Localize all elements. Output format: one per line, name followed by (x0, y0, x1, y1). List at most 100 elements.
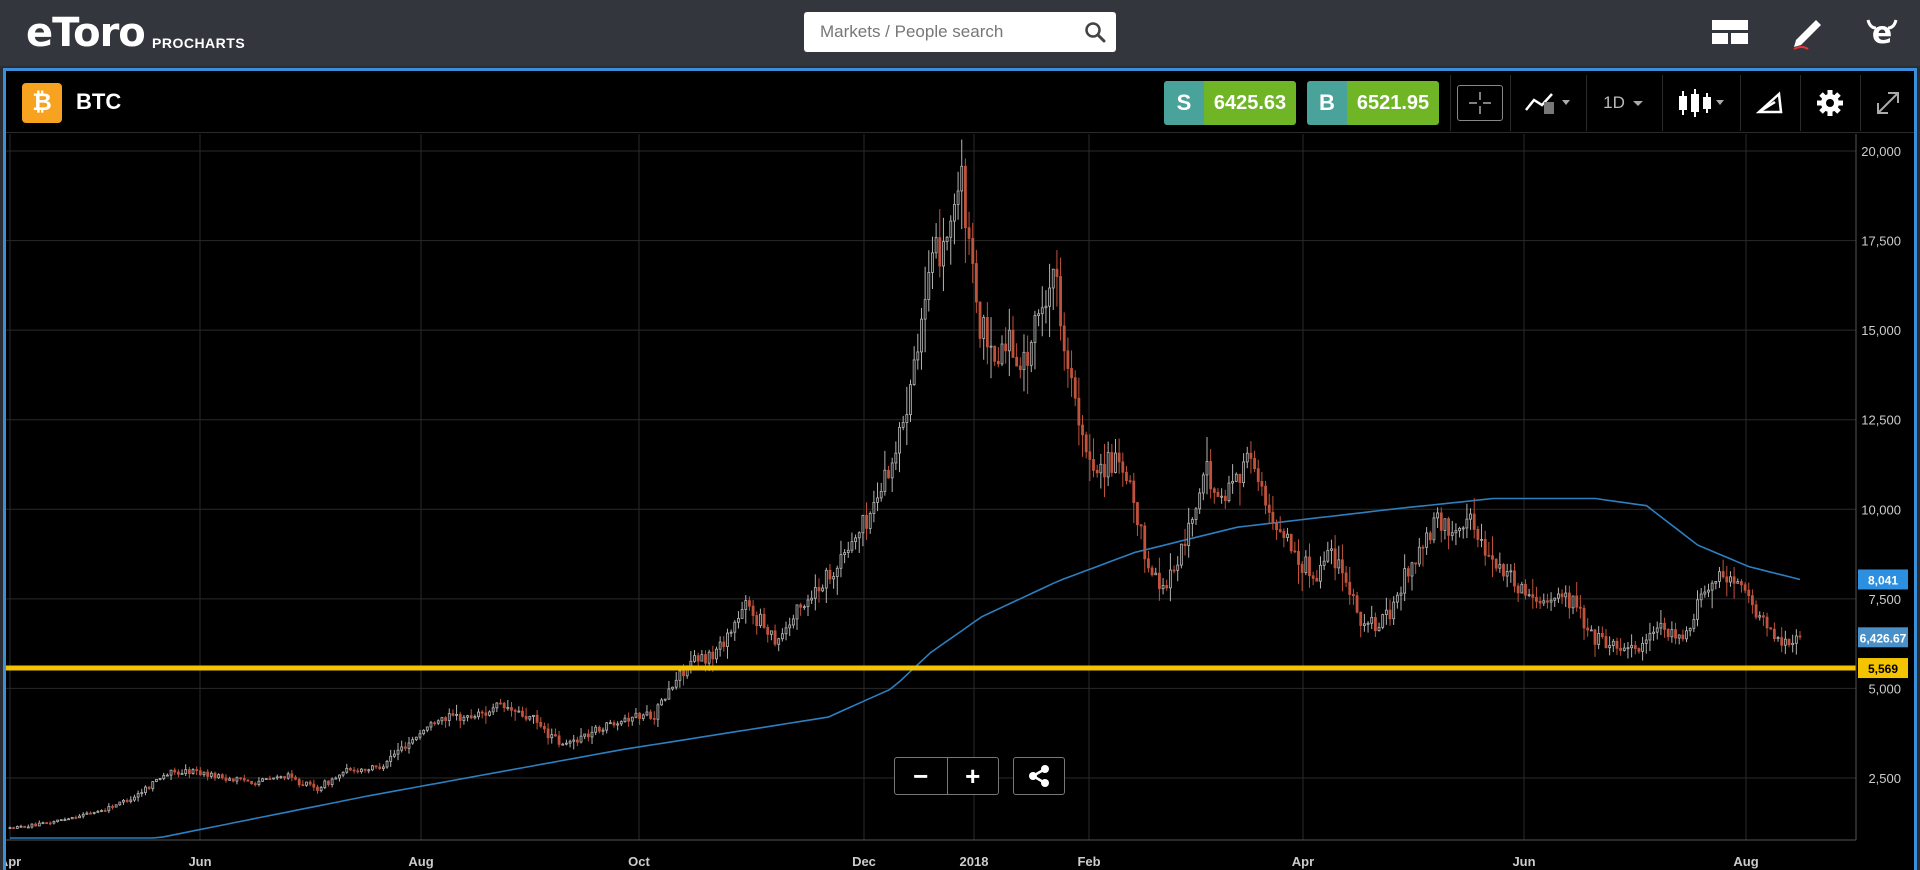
etoro-bull-icon[interactable]: e (1862, 12, 1902, 52)
candle-body (480, 711, 484, 714)
candle-body (1604, 636, 1608, 649)
buy-button[interactable]: B 6521.95 (1307, 81, 1439, 125)
candle-body (45, 822, 49, 825)
candle-body (532, 714, 535, 717)
candle-body (905, 414, 909, 423)
candle-body (887, 469, 890, 479)
candle-body (751, 605, 755, 616)
chevron-down-icon (1632, 101, 1643, 106)
candle-body (1751, 595, 1754, 606)
candle-body (1399, 592, 1403, 596)
candle-body (12, 827, 16, 830)
candle-body (967, 227, 971, 239)
candle-body (1403, 568, 1407, 594)
share-button[interactable] (1013, 757, 1065, 795)
candle-body (1040, 307, 1044, 315)
candle-body (535, 714, 539, 723)
candle-body (565, 742, 568, 745)
candle-body (1136, 502, 1139, 526)
candle-body (934, 237, 938, 254)
candle-body (1699, 593, 1703, 601)
price-chart[interactable]: 2,500 5,000 7,500 10,000 12,500 15,000 17,500 2… (6, 134, 1914, 870)
candle-body (1428, 532, 1432, 541)
chart-grid (6, 134, 1856, 840)
candle-body (48, 822, 52, 825)
candle-body (1198, 492, 1202, 510)
etoro-logo[interactable]: eToro (26, 10, 146, 56)
candle-body (1648, 633, 1652, 641)
search-icon[interactable] (1084, 21, 1106, 43)
pencil-icon[interactable] (1788, 12, 1828, 52)
indicators-button[interactable] (1520, 81, 1576, 125)
candle-body (414, 736, 418, 741)
candle-body (1553, 597, 1557, 601)
interval-dropdown[interactable]: 1D (1596, 81, 1652, 125)
crosshair-button[interactable] (1457, 85, 1503, 121)
candle-body (1139, 524, 1143, 527)
candle-body (1703, 591, 1707, 595)
candle-body (1425, 532, 1429, 548)
zoom-out-button[interactable]: − (913, 761, 929, 791)
search-input[interactable] (804, 12, 1074, 52)
candle-body (857, 532, 861, 539)
search-box[interactable] (804, 12, 1116, 52)
candle-body (813, 587, 817, 599)
candle-body (1286, 533, 1289, 538)
candle-body (835, 567, 839, 577)
candle-body (272, 777, 275, 780)
layout-icon[interactable] (1710, 12, 1750, 52)
candle-body (1652, 631, 1655, 634)
candle-body (1732, 576, 1736, 584)
candle-body (1022, 351, 1026, 371)
candle-body (495, 702, 499, 709)
toolbar-divider (1510, 75, 1511, 131)
candle-body (953, 204, 956, 222)
bitcoin-icon: ₿ (22, 83, 62, 123)
candle-body (392, 753, 396, 757)
candle-body (949, 220, 953, 238)
candle-body (982, 317, 986, 339)
candle-body (187, 769, 191, 774)
candle-body (1794, 635, 1798, 644)
candle-body (330, 778, 334, 785)
candle-body (1395, 594, 1399, 603)
candle-body (1696, 599, 1699, 620)
candle-body (616, 723, 620, 726)
candle-body (971, 237, 975, 264)
candle-body (349, 767, 352, 771)
candle-body (1311, 575, 1315, 579)
candle-body (1531, 594, 1535, 598)
candle-body (209, 772, 213, 777)
candle-body (85, 812, 89, 815)
candle-body (37, 822, 41, 827)
buy-label: B (1307, 81, 1347, 125)
candle-body (1421, 546, 1425, 549)
candle-body (704, 654, 707, 664)
fullscreen-button[interactable] (1866, 81, 1910, 125)
candle-body (103, 810, 107, 812)
candle-body (652, 718, 656, 720)
candle-body (832, 576, 836, 580)
candle-body (341, 771, 345, 776)
zoom-in-button[interactable]: + (946, 758, 999, 794)
candle-body (1454, 530, 1458, 534)
candle-body (198, 770, 202, 776)
settings-button[interactable] (1806, 81, 1854, 125)
sell-price: 6425.63 (1204, 81, 1296, 125)
candle-body (180, 773, 184, 775)
candle-body (1209, 461, 1213, 490)
sell-button[interactable]: S 6425.63 (1164, 81, 1296, 125)
candle-body (963, 165, 967, 229)
candle-body (1088, 451, 1092, 460)
candle-body (488, 711, 491, 716)
candle-body (477, 711, 480, 718)
candle-body (26, 826, 30, 829)
candle-body (1582, 607, 1586, 629)
candle-body (356, 770, 360, 773)
candle-body (1622, 647, 1626, 651)
drawing-tools-button[interactable] (1746, 81, 1794, 125)
candle-body (294, 776, 297, 780)
chart-type-dropdown[interactable] (1672, 81, 1730, 125)
x-axis: Apr Jun Aug Oct Dec 2018 Feb Apr Jun Aug (6, 839, 1856, 869)
candle-body (396, 749, 400, 755)
